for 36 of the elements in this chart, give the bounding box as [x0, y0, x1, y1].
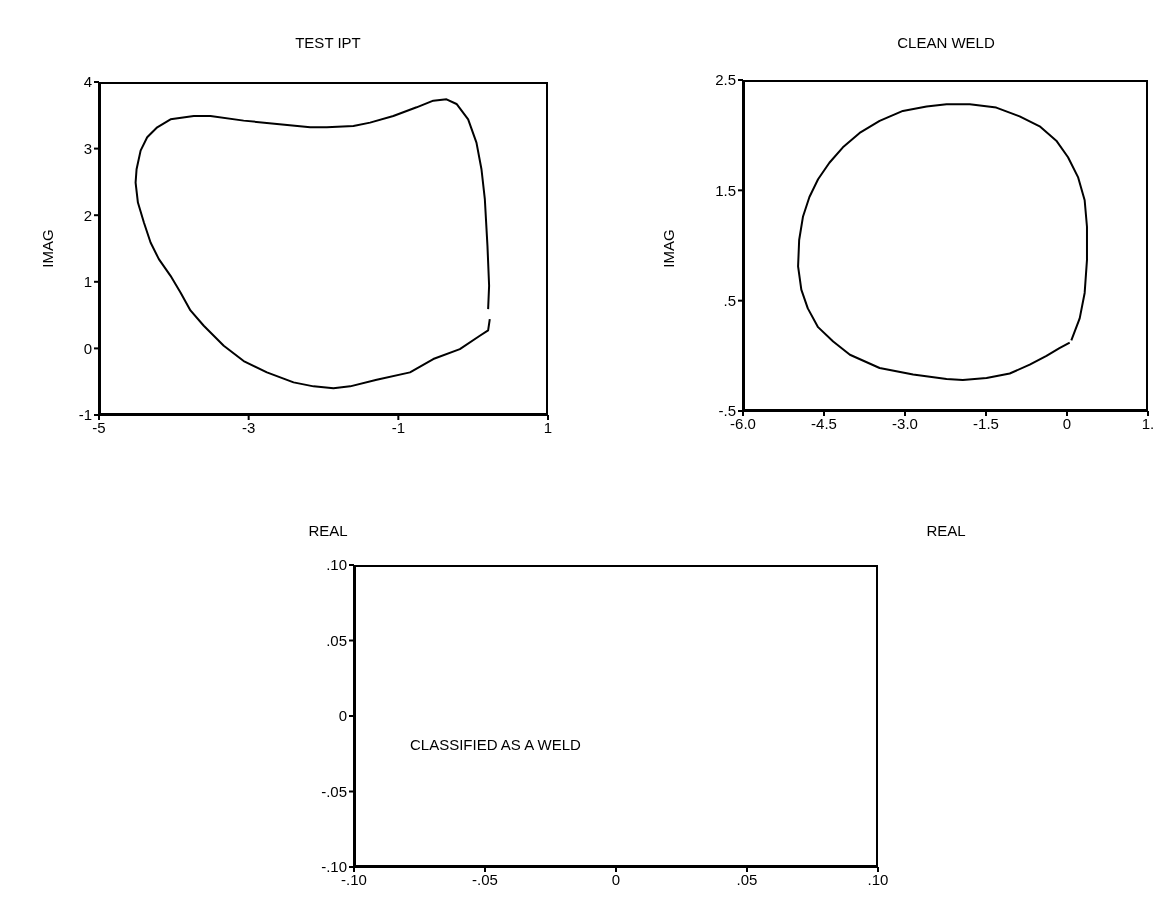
x-axis-title: REAL: [307, 522, 349, 539]
annotation: CLASSIFIED AS A WELD: [410, 736, 581, 753]
x-tick-label: -4.5: [811, 414, 837, 432]
y-axis-title: IMAG: [659, 228, 677, 270]
x-tick-label: -1: [391, 418, 406, 436]
line-series: [134, 98, 491, 390]
x-tick-label: 0: [611, 870, 621, 888]
y-tick-label: 3: [83, 139, 92, 157]
y-tick-label: 2: [83, 206, 92, 224]
y-tick-label: 1.5: [715, 181, 736, 199]
x-tick-label: -3.0: [892, 414, 918, 432]
y-tick-label: .10: [326, 556, 347, 574]
x-tick-label: -.05: [472, 870, 498, 888]
y-tick-label: 2.5: [715, 71, 736, 89]
chart-title: TEST IPT: [294, 34, 362, 51]
y-tick-label: -.10: [321, 858, 347, 876]
y-tick-label: .5: [723, 291, 736, 309]
x-tick-label: 1: [543, 418, 553, 436]
y-tick-label: 1: [83, 273, 92, 291]
y-tick-label: -.05: [321, 782, 347, 800]
x-tick-label: .05: [736, 870, 758, 888]
y-axis-title: IMAG: [38, 228, 56, 270]
x-tick-label: .10: [867, 870, 889, 888]
y-tick-label: 4: [83, 73, 92, 91]
x-tick-label: -5: [92, 418, 106, 436]
chart-title: CLEAN WELD: [896, 34, 996, 51]
line-series: [797, 103, 1088, 382]
x-tick-label: -3: [241, 418, 256, 436]
y-tick-label: 0: [83, 339, 92, 357]
x-tick-label: 0: [1062, 414, 1072, 432]
y-tick-label: 0: [338, 707, 347, 725]
y-tick-label: .05: [326, 631, 347, 649]
y-tick-label: -.5: [718, 402, 736, 420]
x-tick-label: -1.5: [973, 414, 999, 432]
x-tick-label: 1.: [1141, 414, 1155, 432]
x-axis-title: REAL: [925, 522, 967, 539]
